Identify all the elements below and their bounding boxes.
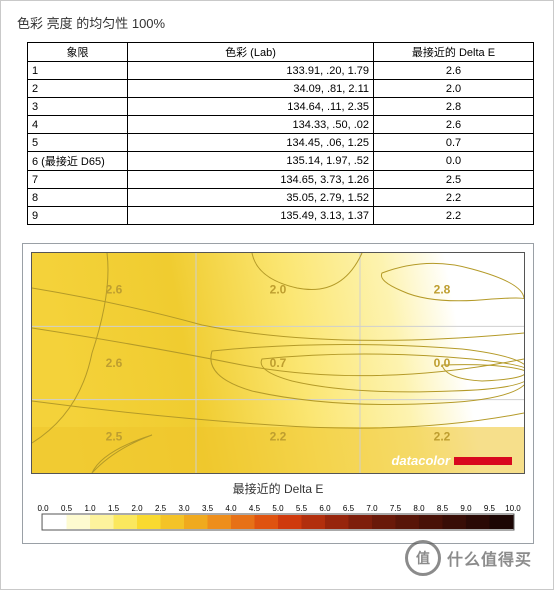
svg-text:2.0: 2.0 [131, 504, 143, 513]
table-cell: 0.0 [374, 152, 534, 171]
table-cell: 3 [28, 98, 128, 116]
svg-text:0.0: 0.0 [434, 356, 451, 370]
table-cell: 34.09, .81, 2.11 [128, 80, 374, 98]
table-header: 最接近的 Delta E [374, 43, 534, 62]
heatmap-contour-chart: 2.6 2.0 2.8 2.6 0.7 0.0 2.5 2.2 2.2 datacolor [31, 252, 525, 474]
table-header: 色彩 (Lab) [128, 43, 374, 62]
svg-text:2.5: 2.5 [106, 429, 123, 443]
svg-text:8.0: 8.0 [413, 504, 425, 513]
table-cell: 0.7 [374, 134, 534, 152]
table-cell: 133.91, .20, 1.79 [128, 62, 374, 80]
svg-text:2.2: 2.2 [434, 429, 451, 443]
table-cell: 2.2 [374, 189, 534, 207]
svg-text:4.0: 4.0 [225, 504, 237, 513]
uniformity-table: 象限色彩 (Lab)最接近的 Delta E 1133.91, .20, 1.7… [27, 42, 534, 225]
table-cell: 135.14, 1.97, .52 [128, 152, 374, 171]
svg-text:1.0: 1.0 [84, 504, 96, 513]
color-scale: 0.0 0.5 1.0 1.5 2.0 2.5 3.0 3.5 4.0 4.5 5.0 5.5 6.0 6… [31, 499, 525, 535]
chart-caption: 最接近的 Delta E [31, 480, 525, 497]
table-cell: 135.49, 3.13, 1.37 [128, 207, 374, 225]
table-cell: 134.45, .06, 1.25 [128, 134, 374, 152]
svg-text:3.5: 3.5 [202, 504, 214, 513]
table-cell: 9 [28, 207, 128, 225]
table-cell: 8 [28, 189, 128, 207]
table-row: 9135.49, 3.13, 1.372.2 [28, 207, 534, 225]
report-title: 色彩 亮度 的均匀性 100% [17, 13, 539, 32]
table-cell: 7 [28, 171, 128, 189]
svg-text:0.5: 0.5 [61, 504, 73, 513]
svg-text:9.0: 9.0 [460, 504, 472, 513]
svg-text:1.5: 1.5 [108, 504, 120, 513]
svg-text:5.5: 5.5 [296, 504, 308, 513]
table-cell: 2.6 [374, 62, 534, 80]
svg-text:3.0: 3.0 [178, 504, 190, 513]
table-row: 3134.64, .11, 2.352.8 [28, 98, 534, 116]
svg-text:2.8: 2.8 [434, 283, 451, 297]
table-cell: 2 [28, 80, 128, 98]
table-cell: 35.05, 2.79, 1.52 [128, 189, 374, 207]
table-row: 1133.91, .20, 1.792.6 [28, 62, 534, 80]
svg-text:0.7: 0.7 [270, 356, 287, 370]
svg-text:6.5: 6.5 [343, 504, 355, 513]
chart-card: 2.6 2.0 2.8 2.6 0.7 0.0 2.5 2.2 2.2 datacolor 最接近… [22, 243, 534, 544]
table-header: 象限 [28, 43, 128, 62]
svg-text:4.5: 4.5 [249, 504, 261, 513]
svg-text:7.5: 7.5 [390, 504, 402, 513]
svg-text:5.0: 5.0 [272, 504, 284, 513]
svg-text:2.2: 2.2 [270, 429, 287, 443]
table-row: 6 (最接近 D65)135.14, 1.97, .520.0 [28, 152, 534, 171]
svg-text:2.6: 2.6 [106, 283, 123, 297]
svg-text:10.0: 10.0 [505, 504, 521, 513]
svg-text:9.5: 9.5 [484, 504, 496, 513]
svg-text:2.6: 2.6 [106, 356, 123, 370]
table-cell: 134.64, .11, 2.35 [128, 98, 374, 116]
table-cell: 2.5 [374, 171, 534, 189]
table-cell: 2.0 [374, 80, 534, 98]
svg-text:2.5: 2.5 [155, 504, 167, 513]
svg-text:2.0: 2.0 [270, 283, 287, 297]
svg-text:7.0: 7.0 [366, 504, 378, 513]
table-row: 5134.45, .06, 1.250.7 [28, 134, 534, 152]
table-cell: 6 (最接近 D65) [28, 152, 128, 171]
table-cell: 4 [28, 116, 128, 134]
table-cell: 2.6 [374, 116, 534, 134]
svg-text:8.5: 8.5 [437, 504, 449, 513]
svg-text:6.0: 6.0 [319, 504, 331, 513]
table-cell: 134.33, .50, .02 [128, 116, 374, 134]
table-row: 4134.33, .50, .022.6 [28, 116, 534, 134]
table-row: 234.09, .81, 2.112.0 [28, 80, 534, 98]
svg-text:0.0: 0.0 [37, 504, 49, 513]
table-cell: 2.8 [374, 98, 534, 116]
table-cell: 134.65, 3.73, 1.26 [128, 171, 374, 189]
table-cell: 5 [28, 134, 128, 152]
svg-text:datacolor: datacolor [391, 453, 450, 468]
table-cell: 1 [28, 62, 128, 80]
table-row: 835.05, 2.79, 1.522.2 [28, 189, 534, 207]
table-cell: 2.2 [374, 207, 534, 225]
table-row: 7134.65, 3.73, 1.262.5 [28, 171, 534, 189]
